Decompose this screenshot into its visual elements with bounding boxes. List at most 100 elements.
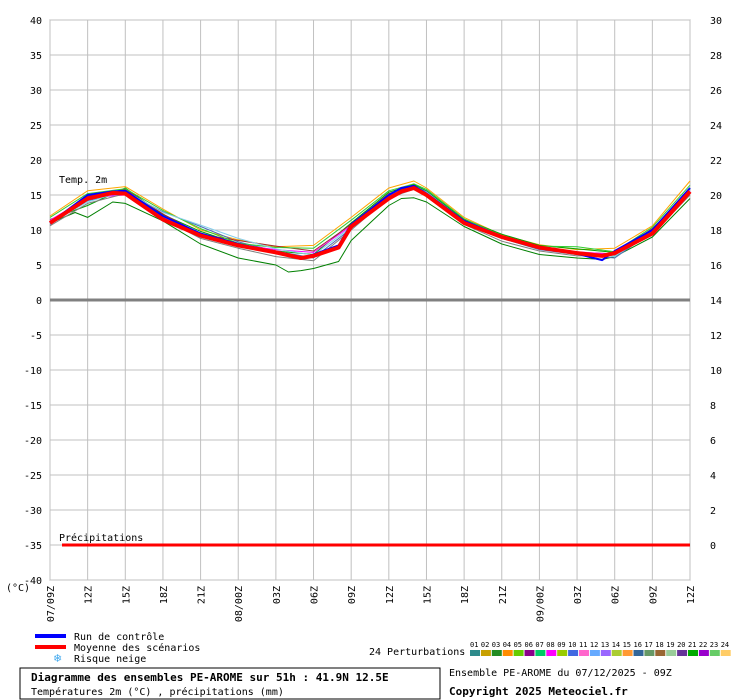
y-left-tick-label: 35 [30, 51, 42, 62]
y-right-tick-label: 18 [710, 226, 722, 237]
x-tick-label: 06Z [611, 586, 622, 604]
footer-box [19, 667, 441, 700]
y-right-tick-label: 20 [710, 191, 722, 202]
perturbation-number: 09 [557, 641, 565, 649]
y-axis-left: -40 -35 -30 -25 -20 -15 -10 -5 0 5 10 15 20 25 30 35 40 [24, 16, 42, 587]
x-tick-label: 18Z [460, 586, 471, 604]
y-right-tick-label: 2 [710, 506, 716, 517]
perturbation-swatch [524, 650, 535, 656]
x-tick-label: 12Z [385, 586, 396, 604]
perturbation-swatch [666, 650, 677, 656]
y-left-tick-label: -10 [24, 366, 42, 377]
perturbation-number: 02 [481, 641, 489, 649]
perturbation-number: 14 [612, 641, 620, 649]
perturbations-palette: 01 02 03 04 05 06 07 08 09 10 11 12 13 14 15 16 17 18 19 20… [470, 641, 731, 656]
perturbation-swatch [633, 650, 644, 656]
perturbation-swatch [491, 650, 502, 656]
perturbation-swatch [709, 650, 720, 656]
perturbation-number: 03 [492, 641, 500, 649]
perturbation-number: 19 [666, 641, 674, 649]
y-left-tick-label: -30 [24, 506, 42, 517]
perturbation-swatch [698, 650, 709, 656]
series-lines [48, 180, 692, 547]
perturbation-swatch [480, 650, 491, 656]
chart-grid [49, 19, 691, 581]
x-tick-label: 12Z [84, 586, 95, 604]
perturbation-number: 22 [699, 641, 707, 649]
x-tick-label: 09Z [648, 586, 659, 604]
perturbation-swatch [655, 650, 666, 656]
y-left-tick-label: -40 [24, 576, 42, 587]
y-left-tick-label: -15 [24, 401, 42, 412]
y-left-tick-label: -20 [24, 436, 42, 447]
perturbation-swatch [622, 650, 633, 656]
perturbation-number: 08 [546, 641, 554, 649]
precip-label: Précipitations [59, 532, 143, 544]
footer-title: Diagramme des ensembles PE-AROME sur 51h… [31, 671, 389, 684]
legend-control-label: Run de contrôle [74, 631, 164, 643]
y-right-tick-label: 14 [710, 296, 722, 307]
perturbation-swatch [546, 650, 557, 656]
perturbation-number: 13 [601, 641, 609, 649]
perturbation-line [49, 180, 691, 251]
perturbation-number: 11 [579, 641, 587, 649]
perturbation-swatch [557, 650, 568, 656]
perturbation-number: 05 [514, 641, 522, 649]
perturbation-swatch [677, 650, 688, 656]
y-right-tick-label: 10 [710, 366, 722, 377]
perturbation-swatch [720, 650, 731, 656]
perturbation-swatch [688, 650, 698, 656]
y-right-tick-label: 4 [710, 471, 716, 482]
perturbation-swatch [611, 650, 622, 656]
y-right-tick-label: 8 [710, 401, 716, 412]
perturbation-line [49, 184, 691, 255]
y-right-tick-label: 28 [710, 51, 722, 62]
perturbation-line [49, 183, 691, 253]
perturbation-number: 06 [525, 641, 533, 649]
x-tick-label: 03Z [573, 586, 584, 604]
perturbation-number: 17 [644, 641, 652, 649]
perturbation-line [49, 197, 691, 273]
y-right-tick-label: 24 [710, 121, 722, 132]
y-right-tick-label: 30 [710, 16, 722, 27]
temp-label: Temp. 2m [59, 175, 107, 186]
x-tick-label: 12Z [686, 586, 697, 604]
x-tick-label: 21Z [197, 586, 208, 604]
y-right-tick-label: 12 [710, 331, 722, 342]
perturbation-number: 16 [634, 641, 642, 649]
perturbation-number: 07 [535, 641, 543, 649]
y-left-tick-label: 25 [30, 121, 42, 132]
legend-mean-label: Moyenne des scénarios [74, 642, 200, 654]
perturbation-swatch [644, 650, 655, 656]
perturbation-swatch [600, 650, 611, 656]
perturbation-number: 15 [623, 641, 631, 649]
perturbation-number: 10 [568, 641, 576, 649]
perturbation-swatch [502, 650, 513, 656]
perturbation-number: 18 [655, 641, 663, 649]
y-left-tick-label: 0 [36, 296, 42, 307]
y-left-tick-label: 20 [30, 156, 42, 167]
perturbation-swatch [535, 650, 546, 656]
perturbation-number: 04 [503, 641, 511, 649]
perturbation-swatch [568, 650, 579, 656]
perturbation-number: 12 [590, 641, 598, 649]
x-tick-label: 06Z [310, 586, 321, 604]
y-right-tick-label: 16 [710, 261, 722, 272]
legend: Run de contrôle Moyenne des scénarios ❄ … [35, 631, 200, 665]
x-tick-label: 21Z [498, 586, 509, 604]
y-left-tick-label: 30 [30, 86, 42, 97]
x-tick-label: 15Z [121, 586, 132, 604]
y-unit-label: (°C) [6, 583, 30, 594]
x-tick-label: 09Z [347, 586, 358, 604]
y-left-tick-label: -5 [30, 331, 42, 342]
y-left-tick-label: -25 [24, 471, 42, 482]
y-left-tick-label: -35 [24, 541, 42, 552]
perturbation-number: 23 [710, 641, 718, 649]
y-left-tick-label: 15 [30, 191, 42, 202]
perturbation-number: 01 [470, 641, 478, 649]
perturbation-swatch [470, 650, 480, 656]
x-tick-label: 03Z [272, 586, 283, 604]
y-left-tick-label: 10 [30, 226, 42, 237]
